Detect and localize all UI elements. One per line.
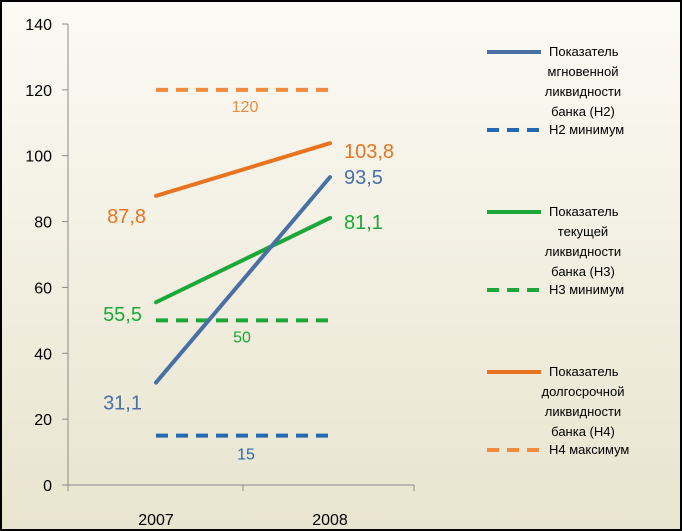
data-label: 81,1 bbox=[344, 212, 383, 234]
y-tick-label: 0 bbox=[43, 478, 52, 495]
legend-label-1: Н2 минимум bbox=[549, 122, 624, 137]
data-label: 93,5 bbox=[344, 167, 383, 189]
x-tick-label: 2007 bbox=[138, 512, 174, 529]
y-tick-label: 40 bbox=[34, 346, 52, 363]
y-tick-label: 100 bbox=[25, 149, 52, 166]
data-label: 103,8 bbox=[344, 141, 394, 163]
axes: 0 20 40 60 80 100 120 140 2007 2008 bbox=[25, 17, 415, 529]
series-line-4 bbox=[154, 141, 332, 198]
legend-label-line: Н2 минимум bbox=[549, 122, 624, 137]
data-label: 50 bbox=[233, 329, 251, 346]
x-tick-label: 2008 bbox=[312, 512, 348, 529]
legend-label-4: Показатель долгосрочной ликвидности банка (… bbox=[542, 364, 625, 439]
legend-label-line: Н3 минимум bbox=[549, 282, 624, 297]
data-label: 31,1 bbox=[103, 393, 142, 415]
data-label: 87,8 bbox=[107, 206, 146, 228]
legend: Показатель мгновенной ликвидности банка (Н2… bbox=[487, 44, 629, 457]
y-tick-label: 20 bbox=[34, 412, 52, 429]
y-tick-label: 140 bbox=[25, 17, 52, 34]
legend-label-2: Показатель текущей ликвидности банка (Н3) bbox=[545, 204, 621, 279]
legend-label-line: Н4 максимум bbox=[549, 442, 629, 457]
data-label: 15 bbox=[237, 447, 255, 464]
legend-label-0: Показатель мгновенной ликвидности банка (Н2… bbox=[545, 44, 621, 119]
legend-label-line: Показатель bbox=[549, 204, 619, 219]
legend-label-line: ликвидности bbox=[545, 84, 621, 99]
series-line-2 bbox=[154, 215, 332, 305]
y-tick-label: 120 bbox=[25, 83, 52, 100]
legend-label-line: мгновенной bbox=[548, 64, 619, 79]
data-label: 55,5 bbox=[103, 304, 142, 326]
legend-label-line: текущей bbox=[558, 224, 608, 239]
data-label: 120 bbox=[232, 99, 259, 116]
legend-label-line: Показатель bbox=[549, 364, 619, 379]
legend-label-line: долгосрочной bbox=[542, 384, 625, 399]
data-labels-layer: 31,1 93,5 15 55,5 81,1 50 87,8 103,8 120 bbox=[103, 99, 394, 464]
series-layer bbox=[154, 87, 332, 438]
legend-label-line: банка (Н2) bbox=[551, 104, 615, 119]
y-tick-label: 60 bbox=[34, 280, 52, 297]
legend-label-line: ликвидности bbox=[545, 404, 621, 419]
legend-label-line: Показатель bbox=[549, 44, 619, 59]
legend-label-line: банка (Н4) bbox=[551, 424, 615, 439]
legend-label-5: Н4 максимум bbox=[549, 442, 629, 457]
y-tick-label: 80 bbox=[34, 215, 52, 232]
legend-label-line: ликвидности bbox=[545, 244, 621, 259]
series-line-0 bbox=[154, 175, 332, 385]
legend-label-line: банка (Н3) bbox=[551, 264, 615, 279]
legend-label-3: Н3 минимум bbox=[549, 282, 624, 297]
